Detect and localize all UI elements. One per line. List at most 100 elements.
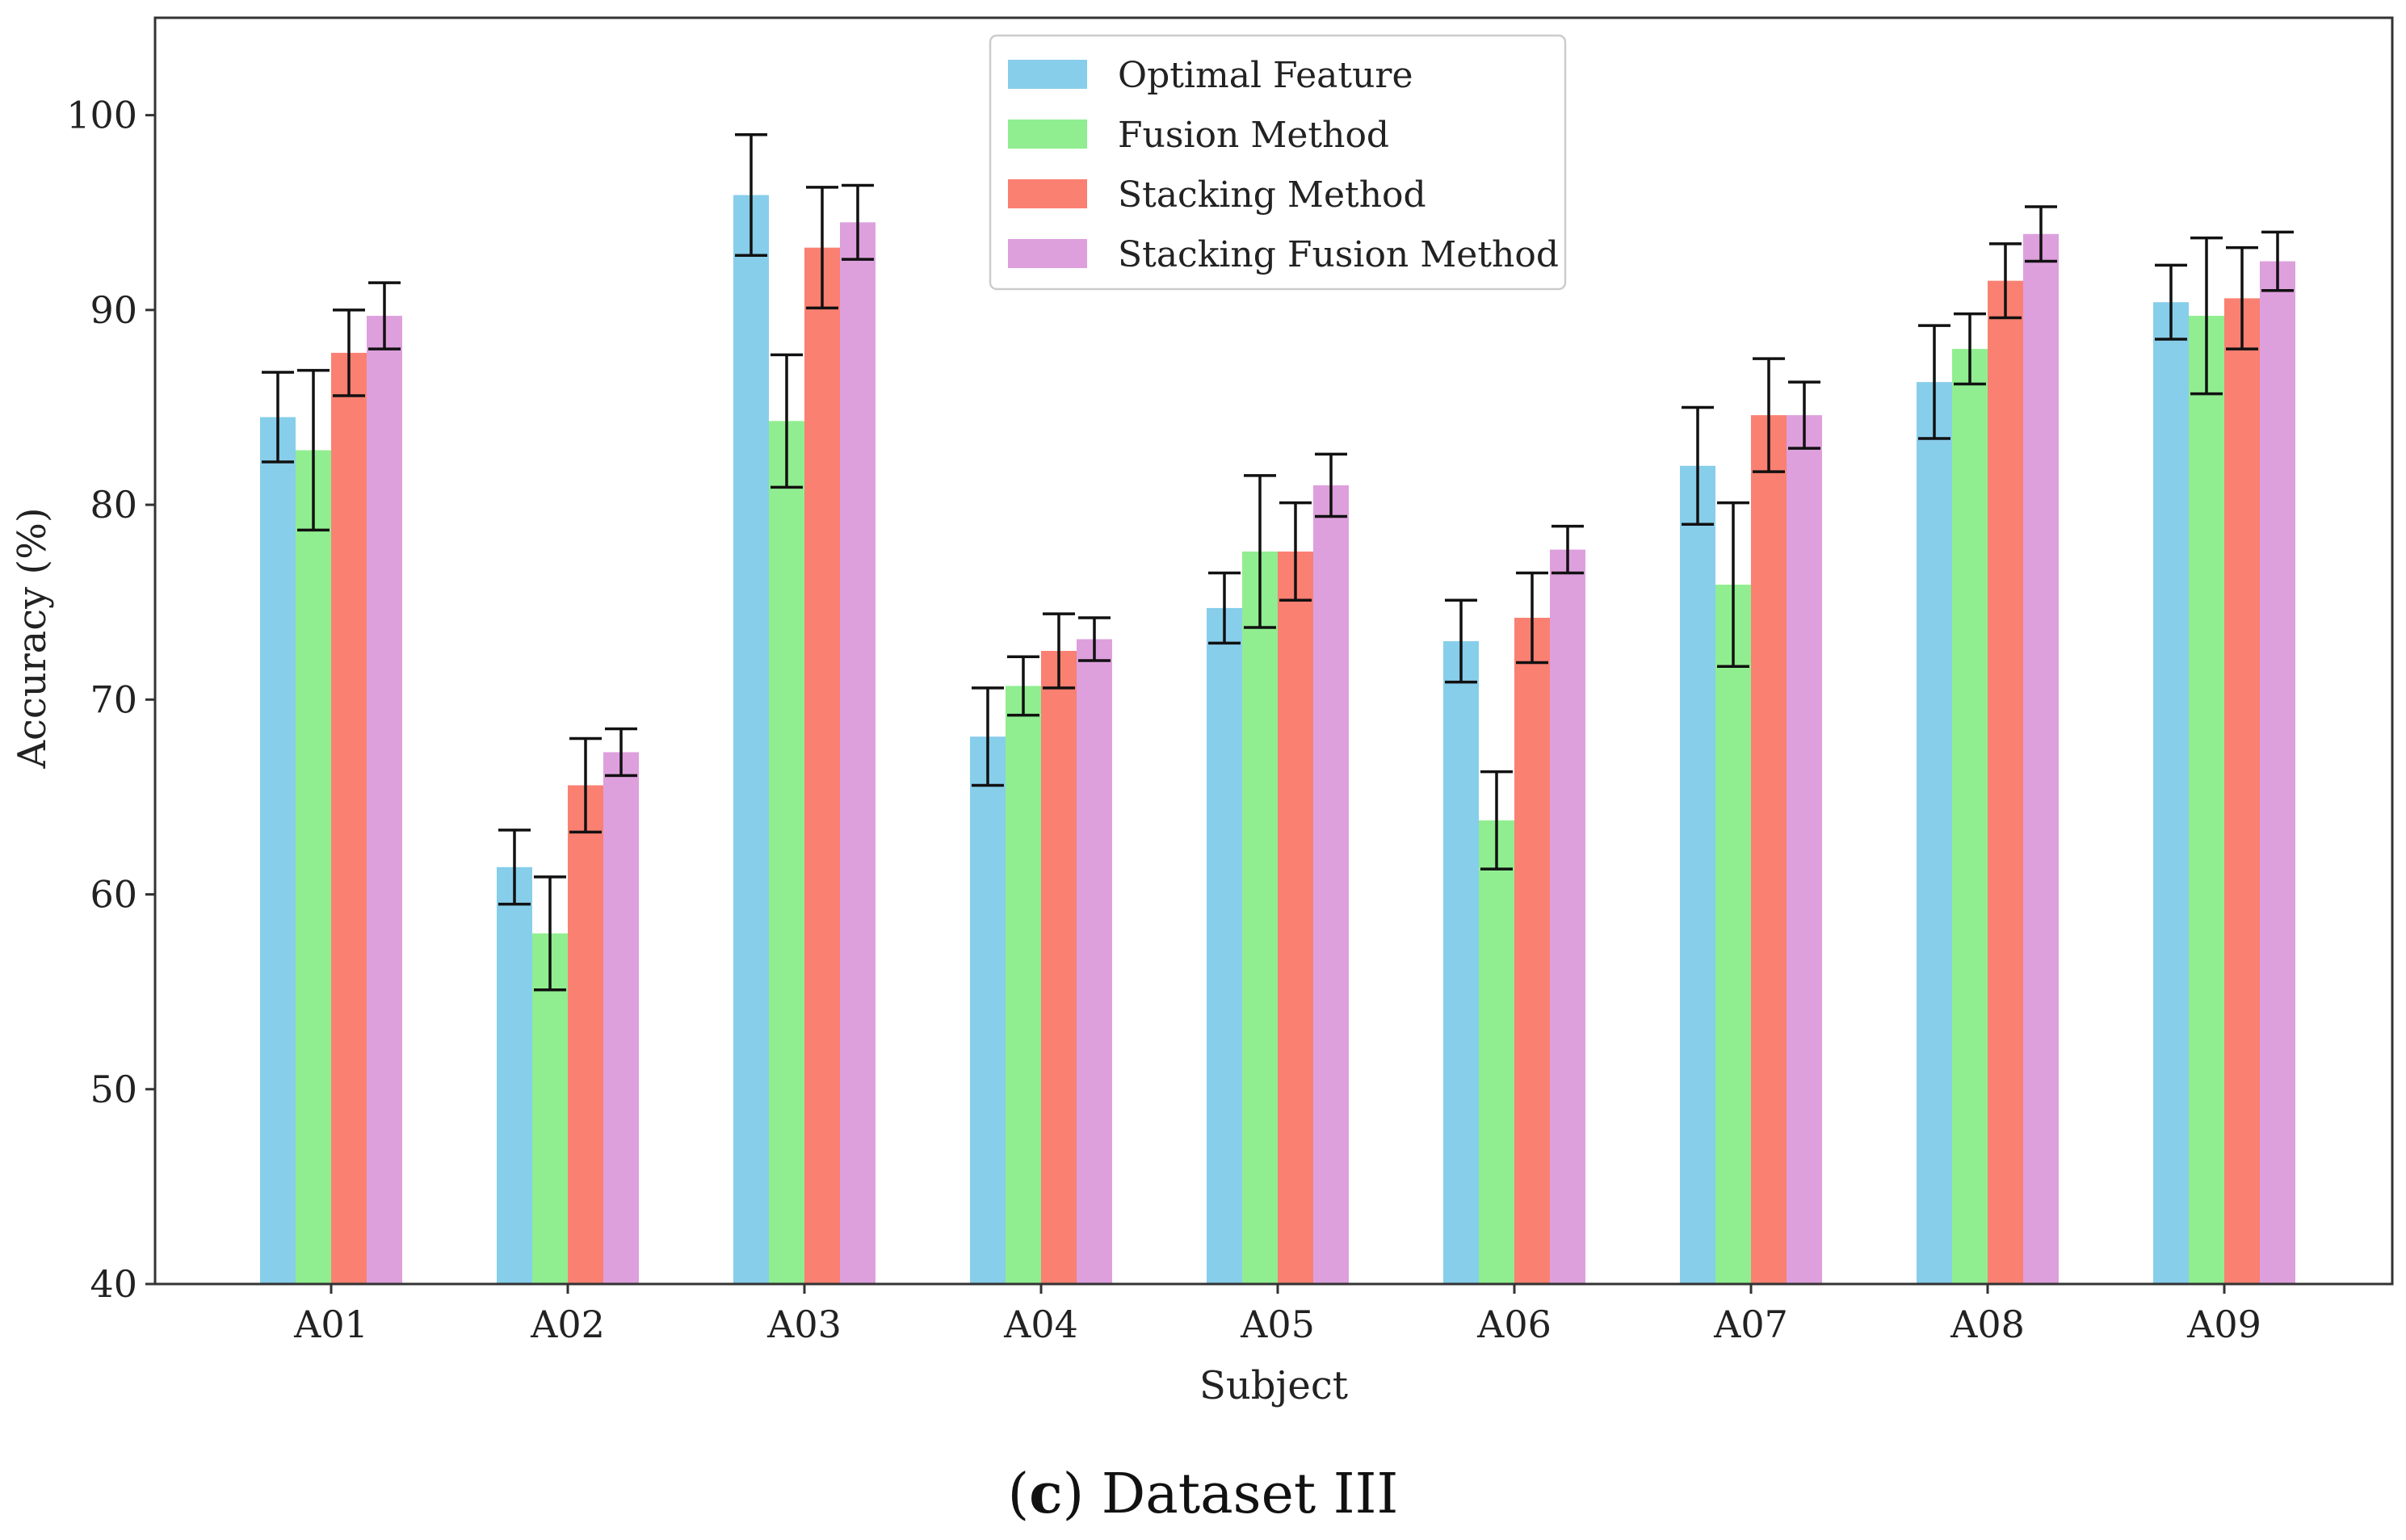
error-bar-a01-series-2 [297, 368, 330, 532]
y-tick-label-40: 40 [90, 1262, 137, 1306]
error-bar-a08-series-4 [2025, 205, 2057, 263]
y-tick-label-90: 90 [90, 288, 137, 332]
bar-a01-series-4 [367, 316, 402, 1285]
bar-a09-series-4 [2260, 261, 2295, 1284]
error-bar-a02-series-1 [498, 829, 531, 906]
legend-swatch-1 [1008, 60, 1087, 89]
x-tick-label-a06: A06 [1476, 1303, 1552, 1346]
caption-paren-close: ) [1062, 1462, 1085, 1526]
caption-text: Dataset III [1101, 1462, 1399, 1526]
bars-layer [260, 195, 2295, 1285]
bar-a01-series-1 [260, 417, 296, 1284]
bar-a03-series-4 [840, 222, 875, 1285]
error-bar-a09-series-2 [2190, 236, 2223, 396]
legend: Optimal Feature Fusion Method Stacking Met… [989, 34, 1567, 291]
bar-a05-series-2 [1242, 551, 1278, 1284]
error-bar-a03-series-3 [806, 186, 838, 310]
bar-a09-series-3 [2224, 298, 2260, 1284]
error-bar-a04-series-1 [972, 686, 1004, 787]
error-bar-a05-series-1 [1208, 571, 1241, 645]
x-tick-label-a09: A09 [2186, 1303, 2261, 1346]
error-bar-a07-series-1 [1682, 405, 1714, 526]
error-bar-a01-series-3 [333, 308, 365, 397]
error-bar-a06-series-1 [1445, 598, 1477, 684]
y-axis-ticks: 40 50 60 70 80 90 100 [66, 94, 155, 1306]
error-bar-a05-series-3 [1279, 501, 1312, 602]
bar-a06-series-4 [1550, 549, 1585, 1284]
error-bar-a09-series-1 [2155, 263, 2187, 341]
legend-label-4: Stacking Fusion Method [1118, 234, 1559, 275]
y-tick-label-80: 80 [90, 483, 137, 527]
error-bar-a06-series-4 [1552, 524, 1584, 575]
bar-a02-series-2 [532, 933, 568, 1284]
bar-a04-series-3 [1041, 651, 1077, 1284]
error-bars-layer [262, 132, 2294, 992]
bar-a03-series-2 [769, 421, 804, 1285]
bar-a02-series-3 [568, 785, 603, 1284]
legend-swatch-3 [1008, 179, 1087, 208]
x-axis-title: Subject [1199, 1363, 1348, 1408]
bar-a03-series-1 [733, 195, 769, 1284]
legend-label-1: Optimal Feature [1118, 55, 1413, 96]
bar-a01-series-2 [296, 450, 331, 1285]
error-bar-a04-series-4 [1078, 616, 1111, 662]
x-tick-label-a05: A05 [1240, 1303, 1315, 1346]
bar-a07-series-1 [1680, 465, 1715, 1284]
bar-a09-series-1 [2153, 302, 2189, 1285]
error-bar-a01-series-1 [262, 371, 294, 464]
error-bar-a08-series-1 [1918, 324, 1950, 440]
bar-a01-series-3 [331, 352, 367, 1284]
x-tick-label-a04: A04 [1003, 1303, 1078, 1346]
error-bar-a07-series-3 [1753, 357, 1785, 473]
bar-a06-series-3 [1514, 617, 1550, 1284]
error-bar-a03-series-2 [771, 353, 803, 489]
error-bar-a09-series-4 [2261, 230, 2294, 292]
legend-box [989, 34, 1567, 291]
error-bar-a03-series-4 [842, 183, 874, 261]
bar-a02-series-4 [603, 752, 639, 1284]
x-tick-label-a02: A02 [530, 1303, 605, 1346]
bar-a08-series-3 [1988, 280, 2023, 1285]
x-tick-label-a03: A03 [766, 1303, 842, 1346]
y-tick-label-50: 50 [90, 1068, 137, 1111]
bar-a06-series-1 [1443, 640, 1479, 1284]
error-bar-a05-series-4 [1315, 452, 1347, 518]
bar-a03-series-3 [804, 247, 840, 1284]
error-bar-a03-series-1 [735, 132, 767, 258]
error-bar-a02-series-3 [569, 736, 602, 834]
legend-label-2: Fusion Method [1118, 115, 1389, 156]
y-tick-label-100: 100 [66, 94, 137, 137]
caption-letter: c [1029, 1462, 1063, 1526]
bar-a07-series-3 [1751, 415, 1787, 1284]
bar-a02-series-1 [497, 867, 532, 1284]
legend-label-3: Stacking Method [1118, 174, 1426, 216]
error-bar-a07-series-2 [1717, 501, 1749, 669]
error-bar-a06-series-3 [1516, 571, 1548, 665]
error-bar-a09-series-3 [2226, 245, 2258, 350]
bar-a05-series-3 [1278, 551, 1313, 1284]
bar-a05-series-4 [1313, 485, 1349, 1284]
y-tick-label-70: 70 [90, 678, 137, 721]
error-bar-a04-series-3 [1043, 612, 1075, 690]
plot-frame [153, 16, 2394, 1286]
error-bar-a05-series-2 [1244, 474, 1276, 629]
x-tick-label-a07: A07 [1713, 1303, 1788, 1346]
bar-a04-series-1 [970, 736, 1006, 1284]
error-bar-a08-series-2 [1954, 312, 1986, 386]
error-bar-a04-series-2 [1007, 655, 1039, 717]
figure-caption: (c) Dataset III [0, 1462, 2406, 1526]
error-bar-a07-series-4 [1788, 380, 1820, 450]
caption-paren-open: ( [1007, 1462, 1030, 1526]
bar-a06-series-2 [1479, 820, 1514, 1284]
bar-a09-series-2 [2189, 316, 2224, 1285]
bar-a04-series-2 [1006, 686, 1041, 1284]
y-axis-title: Accuracy (%) [10, 507, 55, 769]
bar-a08-series-1 [1917, 382, 1952, 1284]
bar-a05-series-1 [1207, 607, 1242, 1284]
error-bar-a08-series-3 [1989, 242, 2022, 320]
bar-a08-series-4 [2023, 233, 2059, 1285]
legend-swatch-2 [1008, 120, 1087, 149]
error-bar-a02-series-4 [605, 727, 637, 778]
x-tick-label-a08: A08 [1950, 1303, 2025, 1346]
